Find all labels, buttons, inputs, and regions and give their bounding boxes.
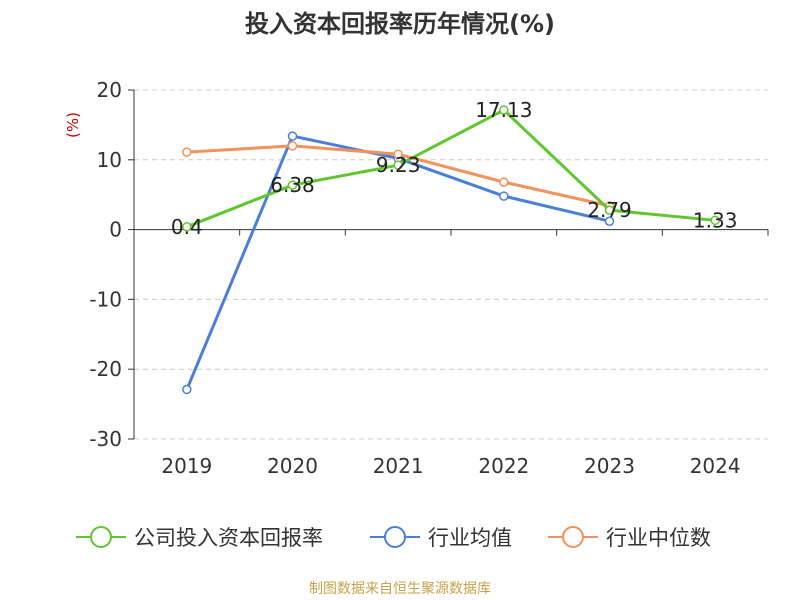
legend-marker xyxy=(384,526,406,548)
data-point xyxy=(182,384,192,395)
x-tick-label: 2020 xyxy=(267,454,318,478)
legend-item: 行业均值 xyxy=(370,526,512,550)
x-tick-label: 2019 xyxy=(161,454,212,478)
data-label: 1.33 xyxy=(693,208,738,232)
chart-title: 投入资本回报率历年情况(%) xyxy=(245,10,555,38)
data-point xyxy=(287,131,298,141)
data-label: 2.79 xyxy=(587,198,632,222)
data-point xyxy=(604,205,615,215)
series-lines xyxy=(182,105,720,395)
data-point xyxy=(182,147,192,157)
data-point xyxy=(499,177,509,187)
gridlines xyxy=(134,89,768,440)
y-tick-label: -10 xyxy=(89,287,122,311)
x-tick-label: 2023 xyxy=(584,454,635,478)
data-point xyxy=(710,215,720,226)
series-line xyxy=(186,108,716,229)
data-label: 17.13 xyxy=(475,98,532,122)
y-tick-label: -20 xyxy=(89,357,122,381)
data-labels: 0.4 6.38 9.23 17.13 2.79 1.33 xyxy=(171,98,738,239)
data-label: 0.4 xyxy=(171,215,203,239)
data-point xyxy=(287,180,298,190)
x-tick-label: 2022 xyxy=(478,454,529,478)
data-point xyxy=(393,149,403,159)
data-point xyxy=(499,105,509,115)
y-tick-label: 10 xyxy=(97,148,122,172)
y-tick-label: -30 xyxy=(89,427,122,451)
legend-label: 行业中位数 xyxy=(606,526,711,550)
y-tick-label: 0 xyxy=(109,218,122,242)
legend-marker xyxy=(562,526,584,548)
data-label: 6.38 xyxy=(270,173,315,197)
data-point xyxy=(499,191,509,201)
legend-marker xyxy=(90,526,112,548)
legend-label: 公司投入资本回报率 xyxy=(134,526,323,550)
data-point xyxy=(604,216,615,226)
data-point xyxy=(182,222,192,232)
x-tick-label: 2024 xyxy=(690,454,741,478)
data-point xyxy=(393,160,403,170)
axes: 20 10 0 -10 -20 -30 2019 2020 2021 2022 2023 2024 (%… xyxy=(64,78,769,478)
legend-item: 行业中位数 xyxy=(548,526,711,550)
data-point xyxy=(287,141,298,151)
y-axis-label: (%) xyxy=(64,112,82,138)
legend: 公司投入资本回报率 行业均值 行业中位数 xyxy=(76,526,711,550)
legend-item: 公司投入资本回报率 xyxy=(76,526,323,550)
source-note: 制图数据来自恒生聚源数据库 xyxy=(309,581,491,597)
legend-label: 行业均值 xyxy=(428,526,512,550)
y-tick-label: 20 xyxy=(97,78,122,102)
x-tick-label: 2021 xyxy=(373,454,424,478)
data-label: 9.23 xyxy=(376,153,421,177)
